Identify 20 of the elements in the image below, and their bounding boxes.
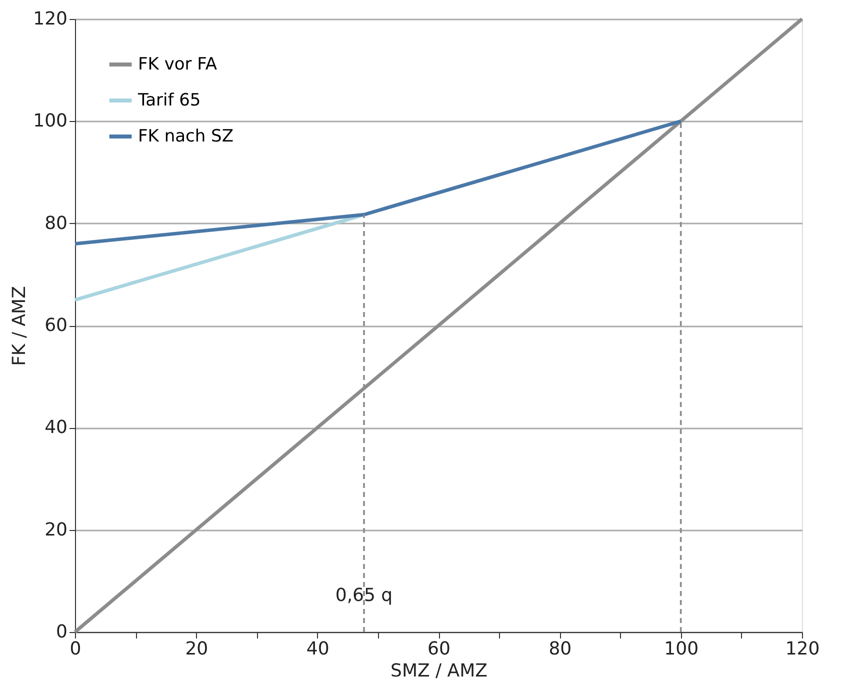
y-tick-label: 120 <box>33 8 68 30</box>
legend-label: FK nach SZ <box>138 126 234 146</box>
x-tick-label: 100 <box>664 638 699 660</box>
y-tick-label: 0 <box>56 622 68 642</box>
x-axis-title: SMZ / AMZ <box>390 660 488 682</box>
x-tick-label: 20 <box>185 638 208 660</box>
x-tick-label: 0 <box>70 638 82 660</box>
annotation: 0,65 q <box>335 585 393 606</box>
x-tick-label: 60 <box>428 638 450 660</box>
y-tick-label: 80 <box>44 212 68 234</box>
y-tick-label: 100 <box>33 110 68 132</box>
x-tick-label: 120 <box>785 638 820 660</box>
legend-label: Tarif 65 <box>137 90 201 110</box>
y-tick-label: 40 <box>44 417 68 438</box>
y-tick-label: 20 <box>44 519 68 540</box>
x-tick-label: 80 <box>548 638 572 660</box>
y-tick-label: 60 <box>44 315 68 336</box>
x-tick-label: 40 <box>306 638 330 660</box>
y-axis-title: FK / AMZ <box>9 286 30 366</box>
legend-label: FK vor FA <box>138 54 218 74</box>
